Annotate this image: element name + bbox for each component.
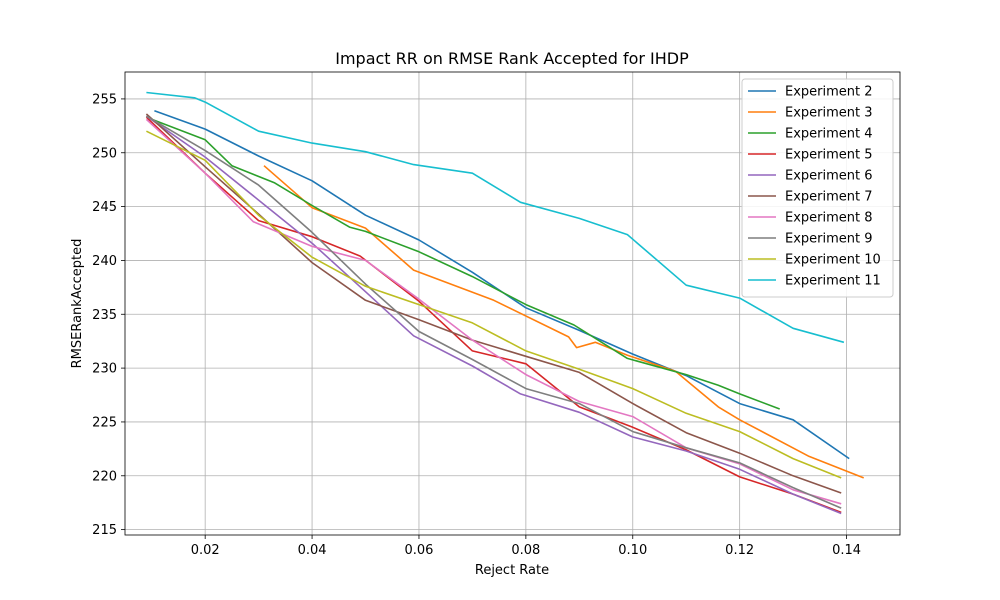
legend-label-experiment-9: Experiment 9 [785,232,873,247]
series-lines [145,91,864,515]
y-tick-label: 250 [92,146,117,161]
chart-title: Impact RR on RMSE Rank Accepted for IHDP [335,49,689,68]
y-tick-label: 225 [92,415,117,430]
legend-label-experiment-3: Experiment 3 [785,106,873,121]
legend-label-experiment-8: Experiment 8 [785,211,873,226]
legend-label-experiment-11: Experiment 11 [785,274,881,289]
legend-label-experiment-7: Experiment 7 [785,190,873,205]
y-tick-label: 215 [92,523,117,538]
x-tick-label: 0.02 [191,543,220,558]
x-tick-label: 0.14 [832,543,861,558]
x-tick-label: 0.10 [618,543,647,558]
y-tick-label: 230 [92,362,117,377]
y-tick-label: 220 [92,469,117,484]
series-line-experiment-6 [145,115,842,515]
x-axis-title: Reject Rate [475,563,549,578]
y-tick-label: 235 [92,308,117,323]
legend-label-experiment-10: Experiment 10 [785,253,881,268]
legend-label-experiment-2: Experiment 2 [785,85,873,100]
series-line-experiment-11 [146,91,845,344]
y-tick-label: 245 [92,200,117,215]
x-axis: 0.02 0.04 0.06 0.08 0.10 0.12 0.14 [191,535,861,558]
plot-frame [124,71,901,536]
x-tick-label: 0.12 [725,543,754,558]
x-tick-label: 0.04 [298,543,327,558]
y-axis: 215 220 225 230 235 240 245 250 255 [92,92,125,538]
y-axis-title: RMSERankAccepted [70,239,85,369]
legend-box [741,78,894,298]
y-tick-label: 255 [92,92,117,107]
legend-label-experiment-6: Experiment 6 [785,169,873,184]
y-tick-label: 240 [92,254,117,269]
legend: Experiment 2 Experiment 3 Experiment 4 Expe… [741,78,894,298]
x-tick-label: 0.06 [404,543,433,558]
legend-label-experiment-4: Experiment 4 [785,127,873,142]
series-line-experiment-10 [146,130,842,479]
legend-label-experiment-5: Experiment 5 [785,148,873,163]
series-line-experiment-8 [145,118,842,505]
x-tick-label: 0.08 [511,543,540,558]
series-line-experiment-4 [146,116,780,410]
series-line-experiment-9 [145,115,842,509]
